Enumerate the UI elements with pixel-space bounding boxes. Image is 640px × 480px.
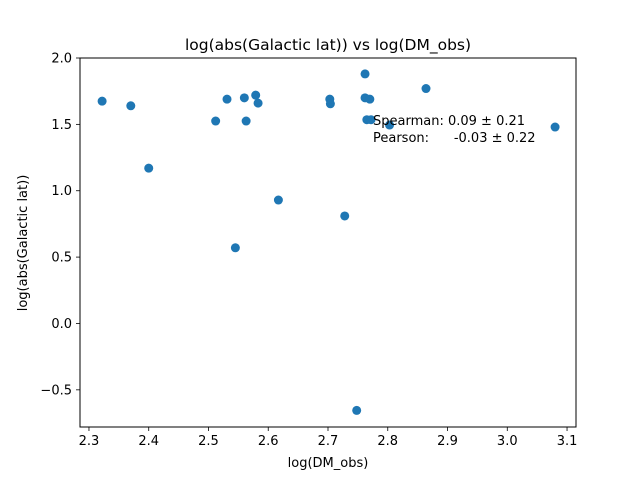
y-tick-label: 1.0 xyxy=(51,184,72,199)
data-point xyxy=(325,99,335,109)
x-tick-label: 3.0 xyxy=(497,434,518,449)
data-point xyxy=(550,122,560,132)
y-axis-label: log(abs(Galactic lat)) xyxy=(16,175,31,312)
y-tick-label: 2.0 xyxy=(51,52,72,67)
y-tick-label: 0.5 xyxy=(51,251,72,266)
data-point xyxy=(211,116,221,126)
x-tick-label: 3.1 xyxy=(557,434,578,449)
data-point xyxy=(360,69,370,79)
data-point xyxy=(222,94,232,104)
y-tick-label: −0.5 xyxy=(40,383,72,398)
data-point xyxy=(421,84,431,94)
y-tick-label: 0.0 xyxy=(51,317,72,332)
data-point xyxy=(385,120,395,130)
data-point xyxy=(230,243,240,253)
data-point xyxy=(126,101,136,111)
x-tick-label: 2.7 xyxy=(318,434,339,449)
axis-ticks: 2.3 2.4 2.5 2.6 2.7 2.8 2.9 3.0 3.1 −0.5 0.0 0.5 1.0… xyxy=(40,52,577,450)
data-point xyxy=(273,195,283,205)
data-points xyxy=(97,69,560,415)
data-point xyxy=(352,405,362,415)
data-point xyxy=(340,211,350,221)
x-tick-label: 2.9 xyxy=(437,434,458,449)
pearson-annotation: Pearson: -0.03 ± 0.22 xyxy=(373,131,536,146)
data-point xyxy=(144,163,154,173)
x-tick-label: 2.8 xyxy=(377,434,398,449)
plot-frame xyxy=(79,57,577,428)
data-point xyxy=(253,98,263,108)
spearman-annotation: Spearman: 0.09 ± 0.21 xyxy=(373,114,525,129)
data-point xyxy=(366,115,376,125)
x-tick-label: 2.3 xyxy=(79,434,100,449)
data-point xyxy=(241,116,251,126)
data-point xyxy=(239,93,249,103)
data-point xyxy=(251,90,261,100)
x-tick-label: 2.4 xyxy=(138,434,159,449)
x-tick-label: 2.6 xyxy=(258,434,279,449)
x-tick-label: 2.5 xyxy=(198,434,219,449)
data-point xyxy=(97,96,107,106)
data-point xyxy=(365,94,375,104)
annotations: Spearman: 0.09 ± 0.21 Pearson: -0.03 ± 0… xyxy=(373,114,536,146)
chart-title: log(abs(Galactic lat)) vs log(DM_obs) xyxy=(185,36,471,55)
x-axis-label: log(DM_obs) xyxy=(288,456,369,471)
y-tick-label: 1.5 xyxy=(51,118,72,133)
